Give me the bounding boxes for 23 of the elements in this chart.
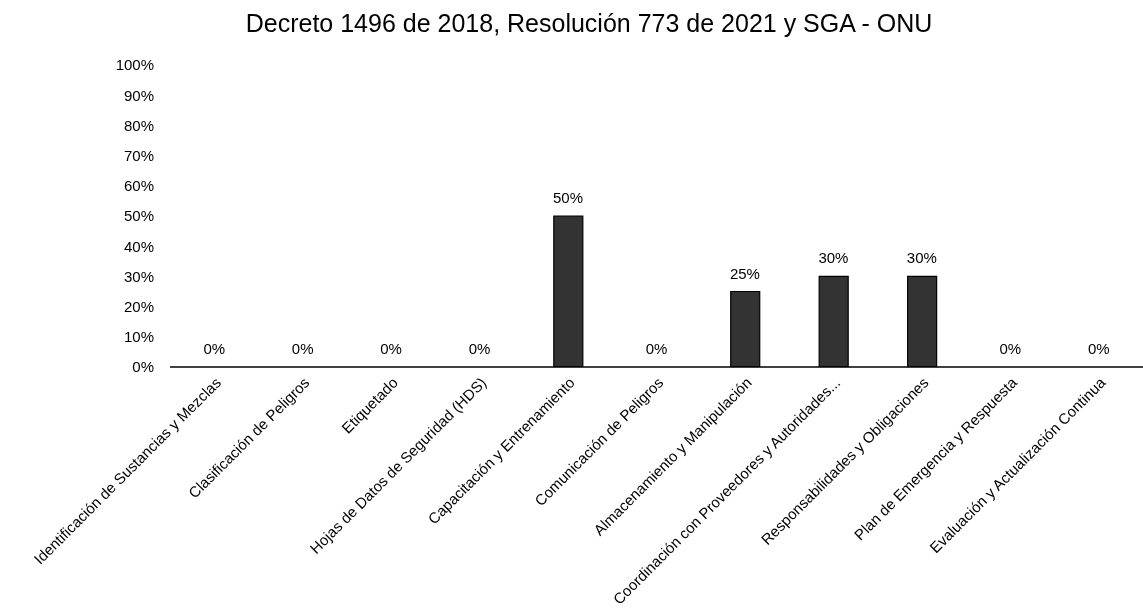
y-tick-label: 80% xyxy=(123,116,154,134)
y-tick-label: 90% xyxy=(123,86,154,104)
data-label: 30% xyxy=(818,249,849,267)
data-label: 0% xyxy=(291,340,314,357)
data-label: 0% xyxy=(380,340,402,357)
y-tick-label: 100% xyxy=(115,56,154,74)
data-label: 0% xyxy=(468,340,491,357)
data-label: 0% xyxy=(645,340,668,357)
data-label: 25% xyxy=(729,264,760,282)
y-tick-label: 60% xyxy=(123,177,154,195)
data-label: 0% xyxy=(999,340,1022,357)
data-label: 50% xyxy=(553,189,584,206)
y-tick-label: 20% xyxy=(123,297,154,315)
y-tick-label: 30% xyxy=(123,267,154,285)
y-tick-label: 70% xyxy=(123,146,154,164)
y-tick-label: 0% xyxy=(132,358,154,376)
y-tick-label: 40% xyxy=(123,237,154,255)
data-label: 30% xyxy=(906,249,937,267)
y-tick-label: 50% xyxy=(123,207,154,225)
chart-title: Decreto 1496 de 2018, Resolución 773 de 2021 y SGA - ONU xyxy=(245,9,933,37)
data-label: 0% xyxy=(1087,340,1110,357)
data-label: 0% xyxy=(203,340,226,357)
y-tick-label: 10% xyxy=(123,328,154,346)
